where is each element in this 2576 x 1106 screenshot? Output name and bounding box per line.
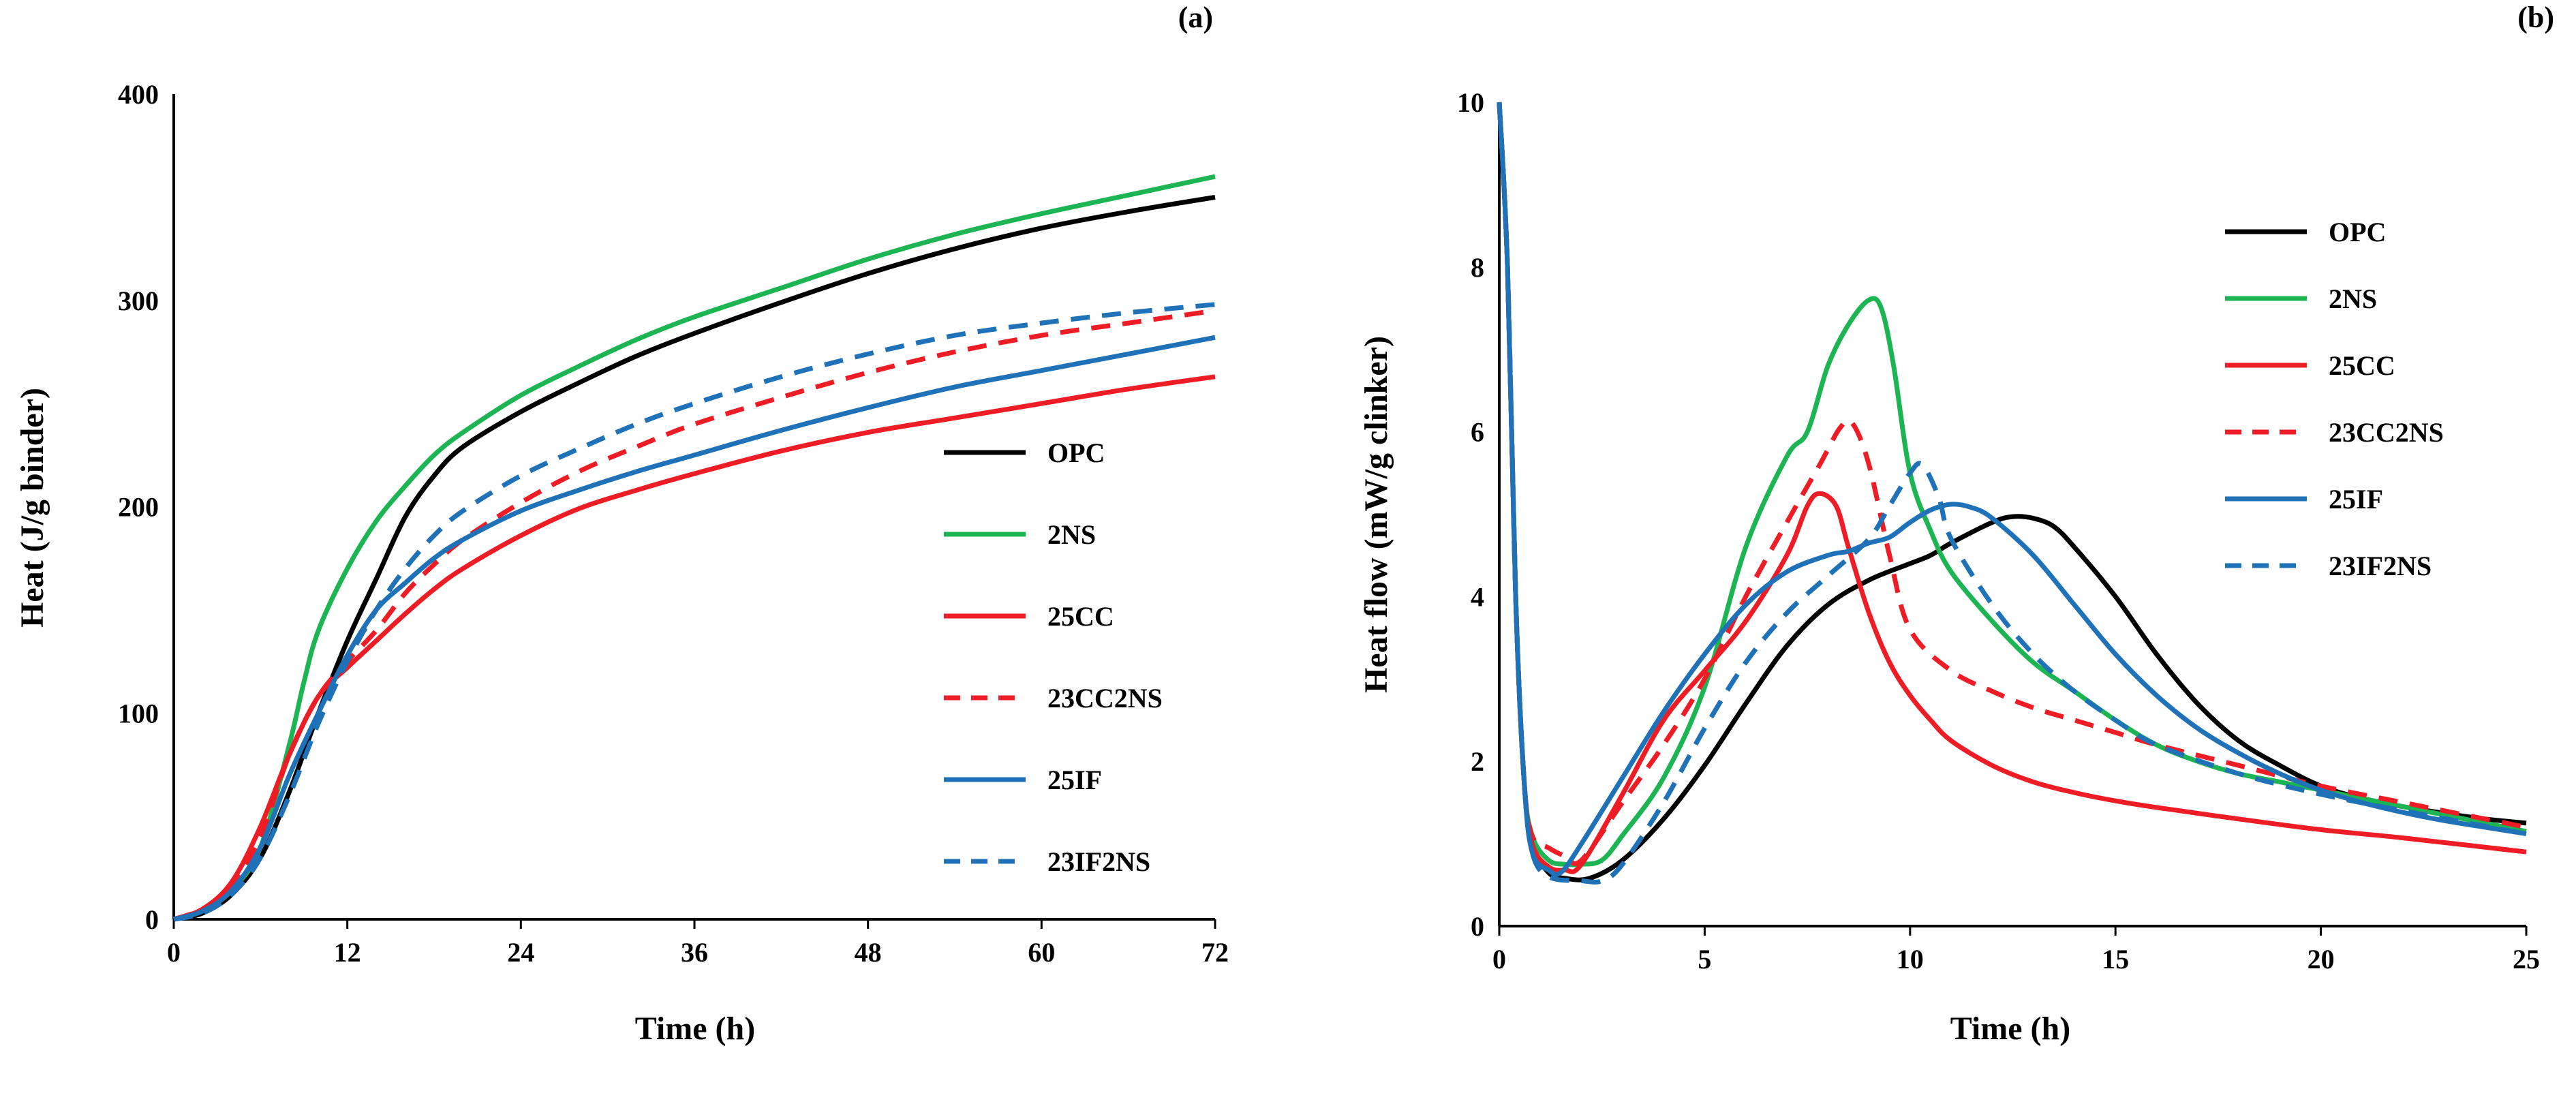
chart-b-x-axis-label: Time (h) xyxy=(1950,1011,2070,1047)
chart-a-y-tick-label: 200 xyxy=(118,492,159,523)
chart-a-y-tick-label: 100 xyxy=(118,698,159,728)
legend-label-23if2ns: 23IF2NS xyxy=(1047,846,1150,877)
legend-label-23if2ns: 23IF2NS xyxy=(2329,551,2432,581)
chart-b: (b) 0 2 4 6 8 10 0 5 10 15 20 25 OPC 2NS 25CC 23CC2NS… xyxy=(1358,1,2554,1047)
series-line-25if xyxy=(1497,102,2527,877)
legend-label-25if: 25IF xyxy=(2329,484,2383,514)
chart-a-x-tick-label: 36 xyxy=(681,937,708,968)
chart-a-x-tick-label: 72 xyxy=(1201,937,1229,968)
chart-b-x-tick-label: 5 xyxy=(1698,944,1711,974)
series-line-25cc xyxy=(172,374,1216,922)
chart-a-x-axis-label: Time (h) xyxy=(635,1011,755,1047)
chart-a-x-tick-label: 24 xyxy=(507,937,534,968)
legend-label-opc: OPC xyxy=(2329,217,2386,247)
panel-label-a: (a) xyxy=(1178,1,1213,34)
chart-b-x-tick-label: 10 xyxy=(1897,944,1924,974)
chart-a-x-tick-label: 0 xyxy=(167,937,181,968)
legend-label-2ns: 2NS xyxy=(2329,283,2377,314)
chart-a-y-axis-label: Heat (J/g binder) xyxy=(14,388,50,628)
chart-b-y-tick-label: 0 xyxy=(1471,911,1484,942)
chart-a-x-tick-label: 12 xyxy=(334,937,361,968)
chart-b-x-tick-label: 0 xyxy=(1492,944,1506,974)
legend-label-25cc: 25CC xyxy=(2329,350,2395,381)
chart-a: (a) 0 100 200 300 400 0 12 24 36 48 60 72 OPC 2NS 25… xyxy=(14,1,1229,1047)
chart-a-y-tick-label: 400 xyxy=(118,79,159,110)
series-line-25if xyxy=(173,335,1216,922)
chart-b-y-tick-label: 6 xyxy=(1471,417,1484,448)
chart-a-y-tick-label: 0 xyxy=(145,904,159,935)
chart-b-x-tick-label: 20 xyxy=(2307,944,2335,974)
panel-label-b: (b) xyxy=(2517,1,2554,34)
legend-label-2ns: 2NS xyxy=(1047,519,1096,550)
legend-label-25cc: 25CC xyxy=(1047,601,1114,632)
chart-b-y-tick-label: 4 xyxy=(1471,581,1484,612)
series-line-opc xyxy=(173,194,1216,922)
series-line-23if2ns xyxy=(1497,102,2527,885)
chart-b-y-tick-label: 10 xyxy=(1457,87,1484,118)
chart-a-x-tick-label: 48 xyxy=(855,937,882,968)
chart-b-x-tick-label: 25 xyxy=(2513,944,2540,974)
chart-a-x-tick-label: 60 xyxy=(1028,937,1055,968)
chart-b-y-axis-label: Heat flow (mW/g clinker) xyxy=(1358,336,1394,693)
legend-label-23cc2ns: 23CC2NS xyxy=(2329,417,2444,448)
chart-a-y-tick-label: 300 xyxy=(118,286,159,316)
legend-label-opc: OPC xyxy=(1047,437,1105,468)
legend-label-25if: 25IF xyxy=(1047,765,1102,795)
legend-label-23cc2ns: 23CC2NS xyxy=(1047,683,1163,713)
chart-b-y-tick-label: 2 xyxy=(1471,746,1484,777)
series-line-23if2ns xyxy=(173,302,1216,922)
chart-b-x-tick-label: 15 xyxy=(2102,944,2129,974)
chart-b-y-tick-label: 8 xyxy=(1471,252,1484,283)
